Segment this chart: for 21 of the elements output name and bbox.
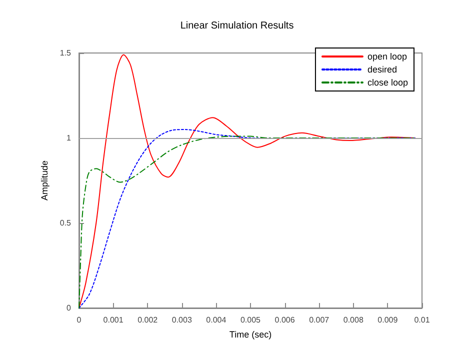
y-tick-label: 0 bbox=[66, 304, 72, 312]
legend-label: close loop bbox=[367, 78, 408, 88]
legend-label: desired bbox=[367, 64, 398, 74]
x-tick-label: 0.008 bbox=[343, 316, 364, 324]
x-tick-label: 0 bbox=[76, 316, 82, 324]
y-axis-title: Amplitude bbox=[39, 160, 50, 201]
chart-title: Linear Simulation Results bbox=[180, 20, 294, 32]
x-tick-label: 0.003 bbox=[172, 316, 192, 324]
x-tick-label: 0.002 bbox=[138, 316, 158, 324]
x-axis-title: Time (sec) bbox=[229, 330, 272, 340]
legend-label: open loop bbox=[367, 52, 408, 62]
y-tick-label: 1.5 bbox=[60, 48, 72, 58]
x-tick-label: 0.001 bbox=[103, 316, 124, 324]
x-tick-label: 0.006 bbox=[274, 316, 296, 324]
y-tick-label: 0.5 bbox=[60, 218, 72, 228]
x-tick-label: 0.005 bbox=[240, 316, 262, 324]
x-tick-label: 0.01 bbox=[414, 316, 430, 324]
x-tick-label: 0.009 bbox=[378, 316, 398, 324]
x-tick-label: 0.004 bbox=[206, 316, 227, 324]
y-tick-label: 1 bbox=[66, 134, 72, 142]
x-tick-label: 0.007 bbox=[309, 316, 330, 324]
